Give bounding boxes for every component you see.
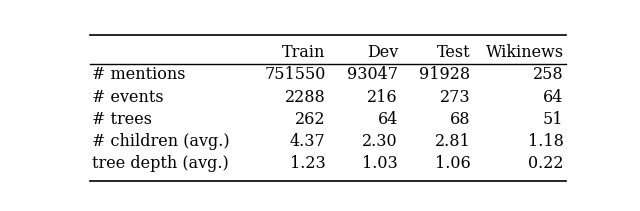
Text: 64: 64 xyxy=(543,89,564,106)
Text: # trees: # trees xyxy=(92,111,152,128)
Text: # children (avg.): # children (avg.) xyxy=(92,133,230,150)
Text: Test: Test xyxy=(437,44,470,61)
Text: tree depth (avg.): tree depth (avg.) xyxy=(92,155,229,172)
Text: 68: 68 xyxy=(450,111,470,128)
Text: 4.37: 4.37 xyxy=(290,133,326,150)
Text: 1.03: 1.03 xyxy=(362,155,398,172)
Text: 262: 262 xyxy=(295,111,326,128)
Text: 1.06: 1.06 xyxy=(435,155,470,172)
Text: 751550: 751550 xyxy=(264,66,326,83)
Text: 91928: 91928 xyxy=(419,66,470,83)
Text: 0.22: 0.22 xyxy=(528,155,564,172)
Text: 1.18: 1.18 xyxy=(528,133,564,150)
Text: 273: 273 xyxy=(440,89,470,106)
Text: # mentions: # mentions xyxy=(92,66,186,83)
Text: 1.23: 1.23 xyxy=(290,155,326,172)
Text: 2.81: 2.81 xyxy=(435,133,470,150)
Text: 258: 258 xyxy=(533,66,564,83)
Text: 216: 216 xyxy=(367,89,398,106)
Text: 2288: 2288 xyxy=(285,89,326,106)
Text: 2.30: 2.30 xyxy=(362,133,398,150)
Text: 64: 64 xyxy=(378,111,398,128)
Text: 93047: 93047 xyxy=(347,66,398,83)
Text: 51: 51 xyxy=(543,111,564,128)
Text: Dev: Dev xyxy=(367,44,398,61)
Text: # events: # events xyxy=(92,89,164,106)
Text: Train: Train xyxy=(282,44,326,61)
Text: Wikinews: Wikinews xyxy=(486,44,564,61)
